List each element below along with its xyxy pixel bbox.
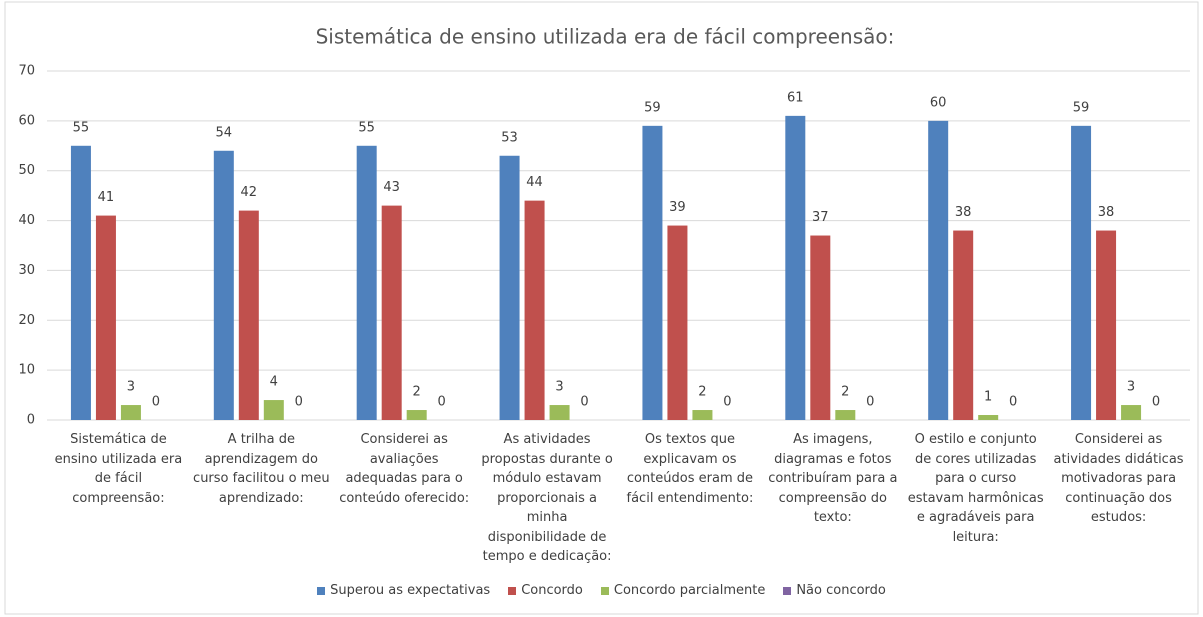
bar	[356, 145, 377, 421]
data-label: 0	[152, 395, 160, 410]
legend-item: Concordo	[508, 583, 583, 598]
legend-item: Não concordo	[783, 583, 886, 598]
data-label: 59	[1073, 100, 1090, 115]
y-tick-label: 10	[18, 363, 35, 378]
data-label: 0	[438, 395, 446, 410]
data-label: 59	[644, 100, 661, 115]
bar	[238, 210, 259, 420]
data-label: 2	[841, 385, 849, 400]
bar	[263, 400, 284, 420]
data-label: 3	[1127, 380, 1135, 395]
data-label: 38	[1098, 205, 1115, 220]
legend-label: Não concordo	[796, 583, 886, 598]
data-label: 0	[866, 395, 874, 410]
bar	[549, 405, 570, 420]
y-tick-label: 70	[18, 64, 35, 79]
bar	[785, 115, 806, 420]
y-tick-label: 0	[27, 413, 35, 428]
y-tick-label: 60	[18, 113, 35, 128]
data-label: 38	[955, 205, 972, 220]
bar	[120, 405, 141, 420]
x-tick-label: Considerei as avaliações adequadas para …	[339, 432, 470, 506]
bar	[835, 410, 856, 420]
bar	[1071, 125, 1092, 420]
data-label: 3	[127, 380, 135, 395]
data-label: 4	[270, 375, 278, 390]
data-label: 0	[580, 395, 588, 410]
data-label: 0	[723, 395, 731, 410]
legend-item: Superou as expectativas	[317, 583, 490, 598]
data-label: 39	[669, 200, 686, 215]
data-label: 53	[501, 130, 518, 145]
data-label: 55	[73, 120, 90, 135]
bar	[667, 225, 688, 420]
bar	[642, 125, 663, 420]
legend-swatch	[783, 586, 792, 595]
bar	[928, 120, 949, 420]
legend-label: Concordo	[521, 583, 583, 598]
data-label: 61	[787, 90, 804, 105]
x-tick-label: Considerei as atividades didáticas motiv…	[1053, 432, 1184, 525]
data-label: 0	[295, 395, 303, 410]
data-label: 42	[241, 185, 258, 200]
legend: Superou as expectativas Concordo Concordo …	[0, 583, 1203, 598]
chart-frame	[4, 1, 1199, 615]
data-label: 2	[698, 385, 706, 400]
bar	[810, 235, 831, 420]
data-label: 60	[930, 95, 947, 110]
bar	[499, 155, 520, 420]
x-tick-label: A trilha de aprendizagem do curso facili…	[193, 432, 330, 506]
x-tick-label: As imagens, diagramas e fotos contribuír…	[768, 432, 898, 525]
data-label: 3	[555, 380, 563, 395]
legend-swatch	[600, 586, 609, 595]
legend-label: Superou as expectativas	[330, 583, 491, 598]
bar	[953, 230, 974, 420]
y-tick-label: 40	[18, 213, 35, 228]
data-label: 41	[98, 190, 115, 205]
x-tick-label: O estilo e conjunto de cores utilizadas …	[907, 432, 1044, 545]
data-label: 0	[1009, 395, 1017, 410]
y-tick-label: 50	[18, 163, 35, 178]
bar	[1096, 230, 1117, 420]
y-tick-label: 20	[18, 313, 35, 328]
legend-label: Concordo parcialmente	[613, 583, 766, 598]
data-label: 54	[216, 125, 233, 140]
legend-swatch	[508, 586, 517, 595]
x-tick-label: Sistemática de ensino utilizada era de f…	[54, 432, 183, 506]
chart-title: Sistemática de ensino utilizada era de f…	[316, 25, 895, 49]
bar	[978, 415, 999, 420]
bar	[406, 410, 427, 420]
legend-swatch	[317, 586, 326, 595]
data-label: 44	[526, 175, 543, 190]
data-label: 0	[1152, 395, 1160, 410]
bar	[213, 150, 234, 420]
bar	[524, 200, 545, 420]
bar	[692, 410, 713, 420]
x-tick-label: As atividades propostas durante o módulo…	[481, 432, 613, 564]
data-label: 43	[383, 180, 400, 195]
data-label: 55	[358, 120, 375, 135]
x-tick-label: Os textos que explicavam os conteúdos er…	[626, 432, 754, 506]
data-label: 2	[413, 385, 421, 400]
y-tick-label: 30	[18, 263, 35, 278]
data-label: 1	[984, 390, 992, 405]
legend-item: Concordo parcialmente	[600, 583, 766, 598]
bar	[70, 145, 91, 421]
bar	[95, 215, 116, 420]
bar	[1121, 405, 1142, 420]
data-label: 37	[812, 210, 829, 225]
bar	[381, 205, 402, 420]
